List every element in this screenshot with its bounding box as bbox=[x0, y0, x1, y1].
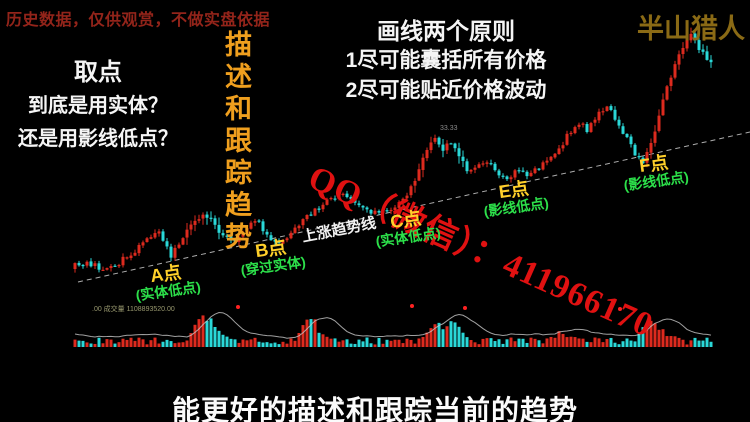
vertical-title: 描述和跟踪趋势 bbox=[221, 30, 251, 254]
principles-block: 画线两个原则 1尽可能囊括所有价格 2尽可能贴近价格波动 bbox=[330, 16, 562, 106]
disclaimer-text: 历史数据，仅供观赏，不做实盘依据 bbox=[6, 12, 271, 29]
question-line-2: 到底是用实体？ bbox=[28, 95, 168, 117]
principles-title: 画线两个原则 bbox=[377, 18, 515, 44]
volume-indicator-text: .00 成交量 1108893520.00 bbox=[92, 306, 175, 313]
question-line-1: 取点 bbox=[74, 59, 122, 86]
peak-price-label: 33.33 bbox=[440, 125, 458, 132]
question-block: 取点 到底是用实体？ 还是用影线低点？ bbox=[8, 56, 188, 156]
brand-watermark: 半山猎人 bbox=[637, 14, 745, 44]
principle-2: 2尽可能贴近价格波动 bbox=[345, 79, 547, 102]
bottom-caption: 能更好的描述和跟踪当前的趋势 bbox=[171, 395, 578, 422]
principle-1: 1尽可能囊括所有价格 bbox=[345, 49, 547, 72]
question-line-3: 还是用影线低点？ bbox=[18, 128, 178, 150]
